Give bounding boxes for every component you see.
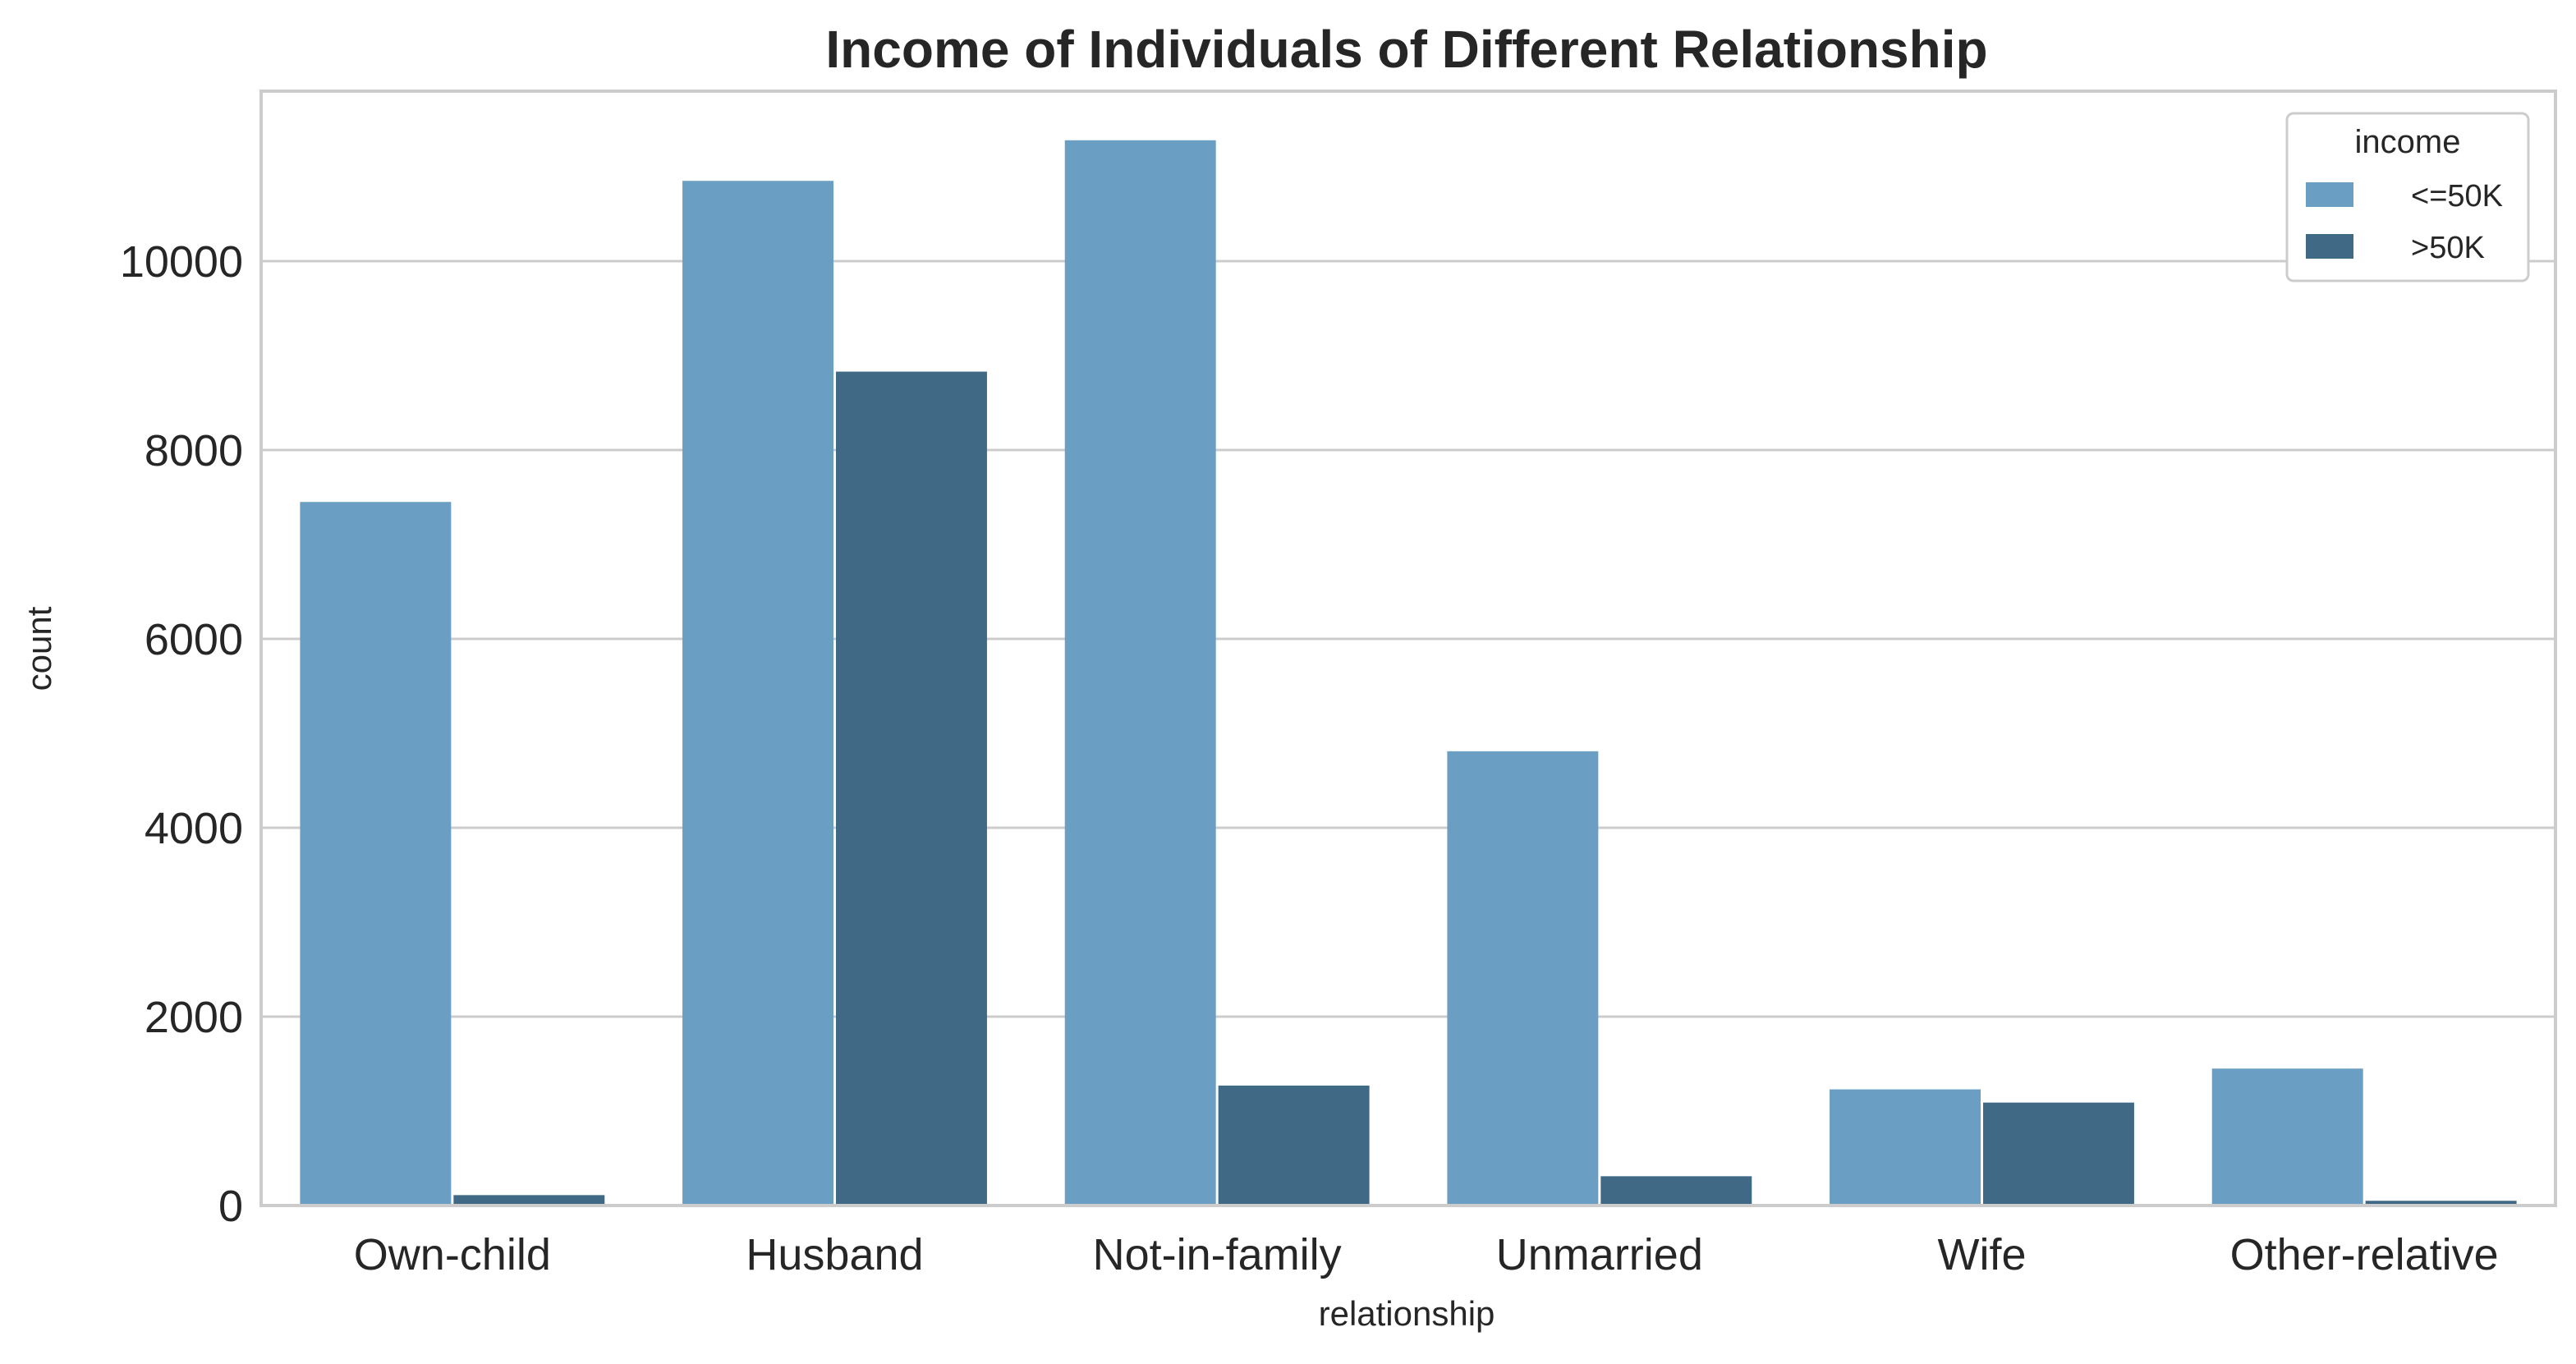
chart-title: Income of Individuals of Different Relat… xyxy=(825,20,1987,79)
y-tick-label: 6000 xyxy=(145,615,243,664)
y-tick-label: 2000 xyxy=(145,993,243,1042)
x-tick-label-other-relative: Other-relative xyxy=(2230,1230,2499,1279)
x-tick-labels: Own-child Husband Not-in-family Unmarried Wi… xyxy=(354,1230,2499,1279)
x-tick-label-unmarried: Unmarried xyxy=(1496,1230,1703,1279)
bar-wife-le-50k xyxy=(1830,1089,1981,1206)
legend-label-le-50k: <=50K xyxy=(2411,179,2503,214)
x-tick-label-not-in-family: Not-in-family xyxy=(1093,1230,1342,1279)
legend-swatch-gt-50k xyxy=(2306,234,2353,259)
bar-wife-gt-50k xyxy=(1983,1102,2134,1206)
bar-unmarried-le-50k xyxy=(1447,751,1599,1206)
bar-husband-gt-50k xyxy=(836,371,987,1206)
legend-label-gt-50k: >50K xyxy=(2411,231,2485,265)
y-tick-label: 10000 xyxy=(120,237,243,287)
bar-not-in-family-gt-50k xyxy=(1218,1085,1370,1206)
bar-unmarried-gt-50k xyxy=(1600,1176,1752,1206)
bar-husband-le-50k xyxy=(682,181,833,1206)
legend-title: income xyxy=(2355,124,2461,160)
y-axis-label: count xyxy=(20,606,58,691)
bar-other-relative-gt-50k xyxy=(2365,1201,2517,1206)
plot-frame xyxy=(259,90,2557,1207)
x-tick-label-own-child: Own-child xyxy=(354,1230,551,1279)
y-tick-labels: 0 2000 4000 6000 8000 10000 xyxy=(120,237,243,1231)
y-tick-label: 8000 xyxy=(145,426,243,475)
x-tick-label-wife: Wife xyxy=(1938,1230,2027,1279)
y-tick-label: 4000 xyxy=(145,804,243,853)
bar-own-child-gt-50k xyxy=(453,1195,605,1206)
legend: income <=50K >50K xyxy=(2285,112,2530,282)
bar-own-child-le-50k xyxy=(300,502,452,1206)
y-tick-label: 0 xyxy=(218,1182,243,1231)
x-tick-label-husband: Husband xyxy=(746,1230,923,1279)
x-axis-label: relationship xyxy=(1319,1294,1495,1333)
bar-other-relative-le-50k xyxy=(2211,1068,2363,1206)
plot-background xyxy=(261,91,2555,1206)
legend-swatch-le-50k xyxy=(2306,182,2353,207)
bar-not-in-family-le-50k xyxy=(1064,140,1216,1206)
bars xyxy=(300,140,2517,1206)
